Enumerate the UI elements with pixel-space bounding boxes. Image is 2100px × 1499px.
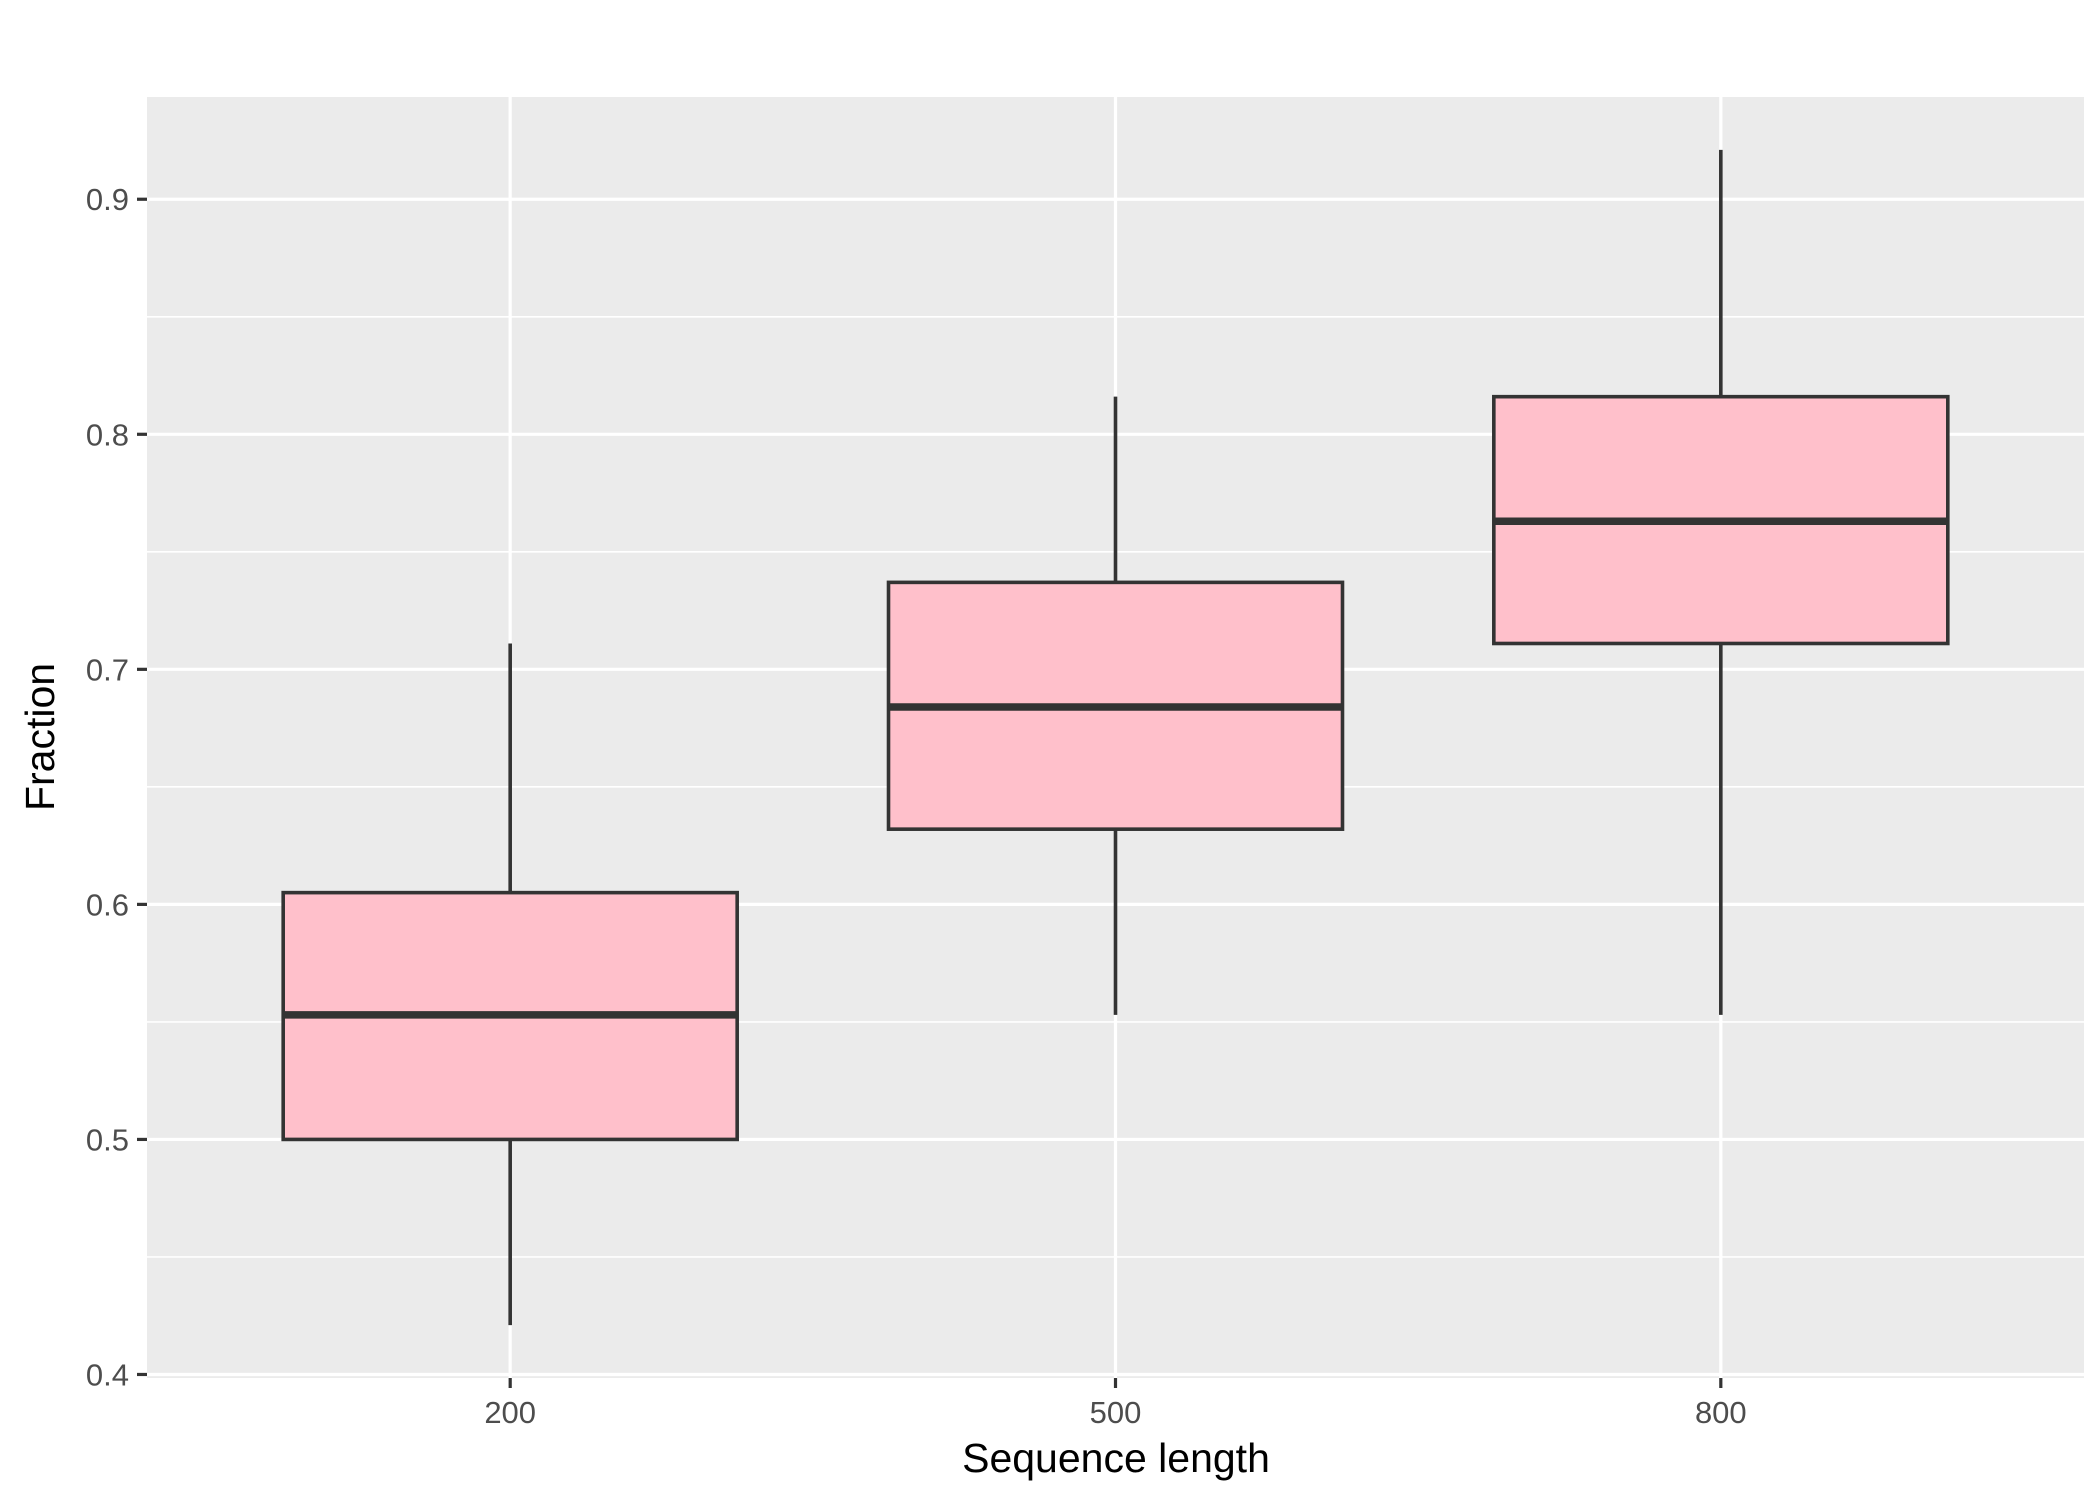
- box-800: [1492, 149, 1950, 1015]
- box-200: [281, 643, 739, 1326]
- y-tick-label: 0.6: [86, 887, 129, 922]
- x-tick-label: 500: [1090, 1395, 1142, 1430]
- y-tick-label: 0.7: [86, 652, 129, 687]
- box-500: [886, 396, 1345, 1015]
- x-tick-label: 200: [484, 1395, 536, 1430]
- axes: 0.4 0.5 0.6 0.7 0.8 0.9 200 500 800: [86, 182, 1747, 1430]
- y-tick-label: 0.4: [86, 1357, 129, 1392]
- y-tick-label: 0.5: [86, 1122, 129, 1157]
- box-series: [281, 149, 1950, 1326]
- y-tick-label: 0.8: [86, 417, 129, 452]
- x-tick-label: 800: [1695, 1395, 1747, 1430]
- y-axis-title: Fraction: [17, 663, 63, 811]
- x-axis-title: Sequence length: [962, 1435, 1270, 1481]
- y-tick-label: 0.9: [86, 182, 129, 217]
